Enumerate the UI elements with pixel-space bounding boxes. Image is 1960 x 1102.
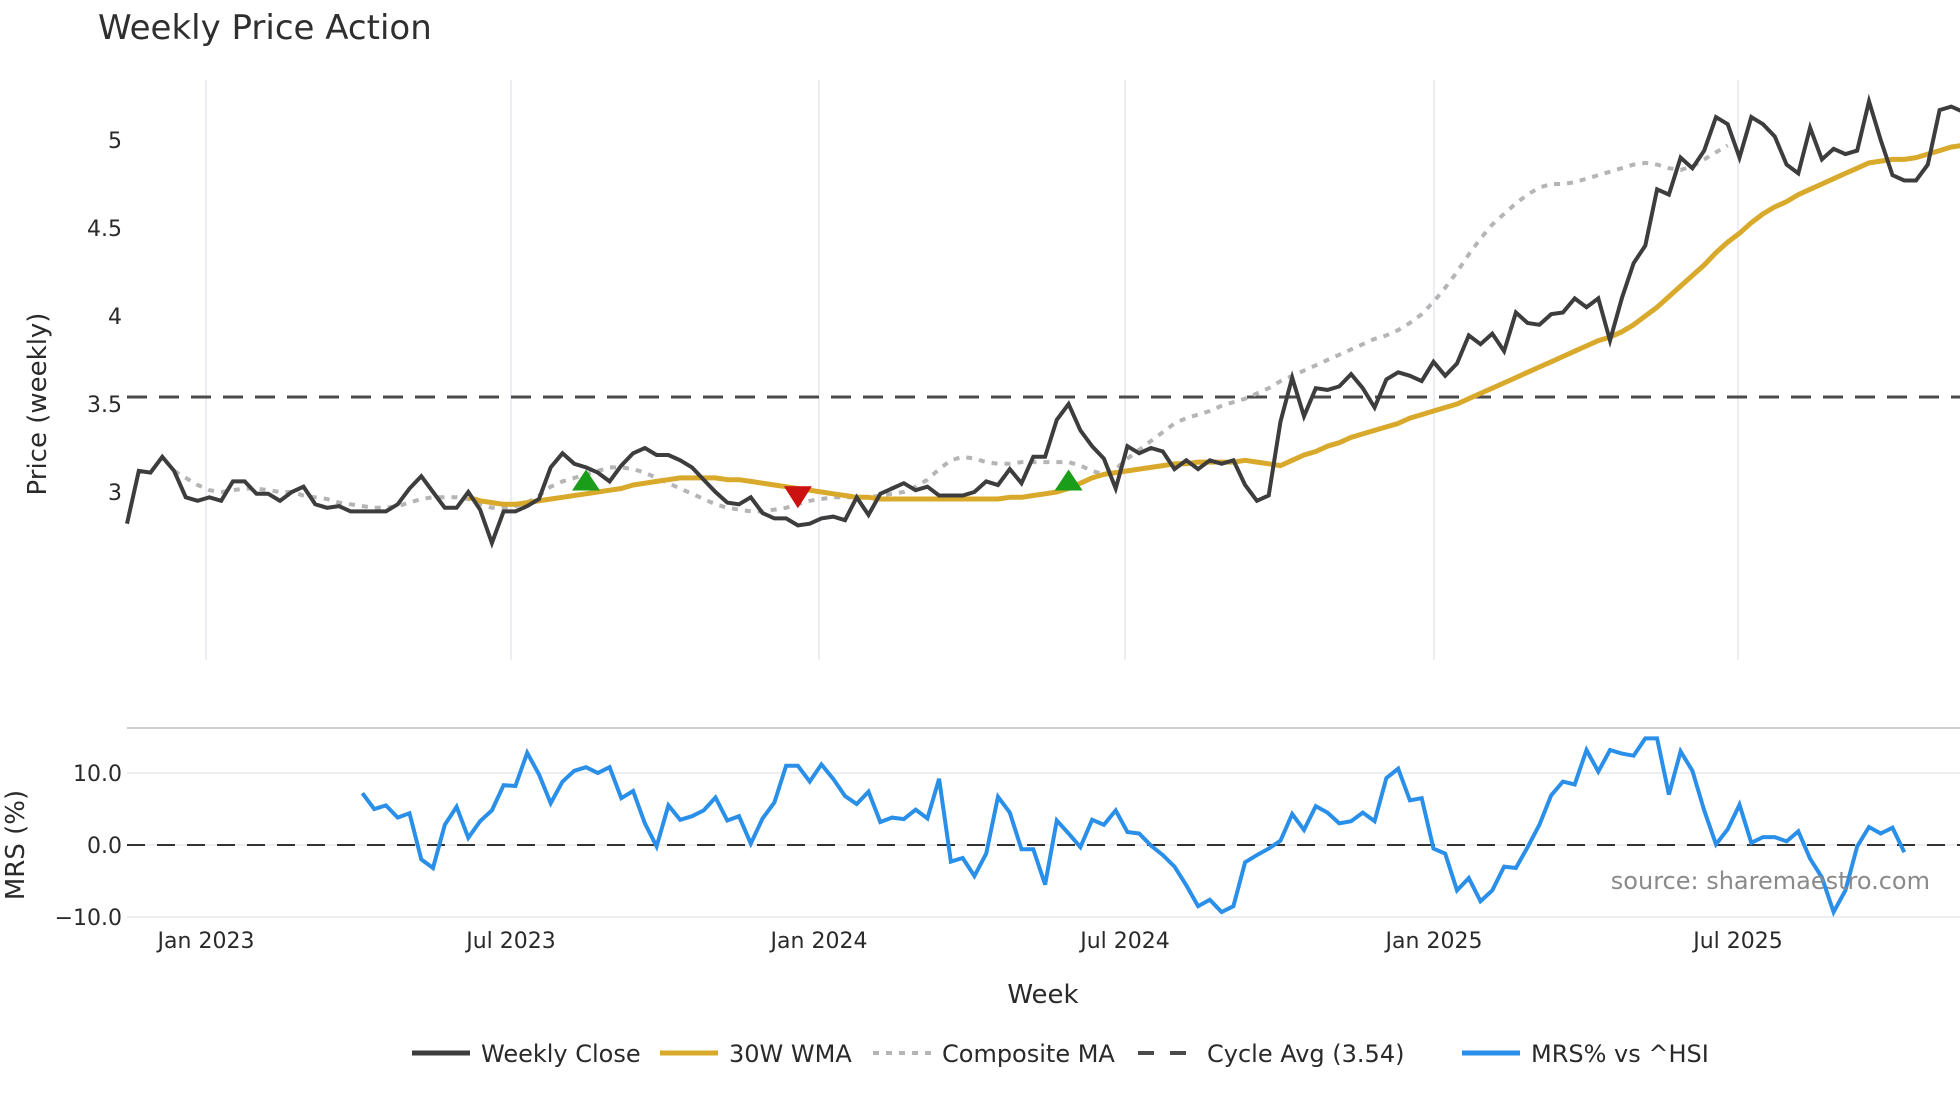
plot-series [125,93,1960,917]
price-y-axis-title: Price (weekly) [23,313,53,496]
legend-item[interactable]: Weekly Close [412,1040,641,1068]
legend-item[interactable]: Composite MA [873,1040,1115,1068]
legend-label: MRS% vs ^HSI [1531,1040,1709,1068]
buy-signal-triangle-icon [1054,469,1083,491]
price-tick-label: 4 [108,305,122,330]
mrs-tick-label: 10.0 [73,762,122,787]
price-tick-label: 3 [108,481,122,506]
mrs-y-axis: 10.0 0.0 −10.0 [55,762,122,931]
x-tick-label: Jul 2024 [1078,929,1170,954]
x-axis: Jan 2023 Jul 2023 Jan 2024 Jul 2024 Jan 2025… [156,929,1783,954]
signal-markers [572,469,1083,509]
price-tick-label: 5 [108,129,122,154]
composite-ma-line [173,143,1729,514]
legend-label: Weekly Close [481,1040,641,1068]
price-y-axis: 3 3.5 4 4.5 5 [87,129,122,506]
x-tick-label: Jan 2025 [1384,929,1483,954]
mrs-tick-label: −10.0 [55,906,122,931]
wma-line [467,143,1960,507]
x-tick-label: Jul 2023 [464,929,556,954]
buy-signal-triangle-icon [572,469,601,491]
price-tick-label: 4.5 [87,217,122,242]
legend-label: Composite MA [942,1040,1115,1068]
x-tick-label: Jul 2025 [1691,929,1783,954]
legend-item[interactable]: 30W WMA [660,1040,852,1068]
mrs-line [360,736,1907,917]
x-axis-title: Week [1007,980,1078,1010]
chart-title: Weekly Price Action [98,8,432,48]
mrs-y-axis-title: MRS (%) [1,790,31,900]
x-tick-label: Jan 2023 [156,929,255,954]
legend-item[interactable]: MRS% vs ^HSI [1462,1040,1709,1068]
price-tick-label: 3.5 [87,393,122,418]
source-watermark: source: sharemaestro.com [1611,867,1930,895]
mrs-tick-label: 0.0 [87,834,122,859]
weekly-close-line [125,93,1960,549]
legend-label: Cycle Avg (3.54) [1207,1040,1404,1068]
legend-label: 30W WMA [729,1040,852,1068]
legend-item[interactable]: Cycle Avg (3.54) [1138,1040,1404,1068]
x-tick-label: Jan 2024 [769,929,868,954]
legend: Weekly Close 30W WMA Composite MA Cycle Avg… [412,1040,1709,1068]
sell-signal-triangle-icon [783,486,812,509]
